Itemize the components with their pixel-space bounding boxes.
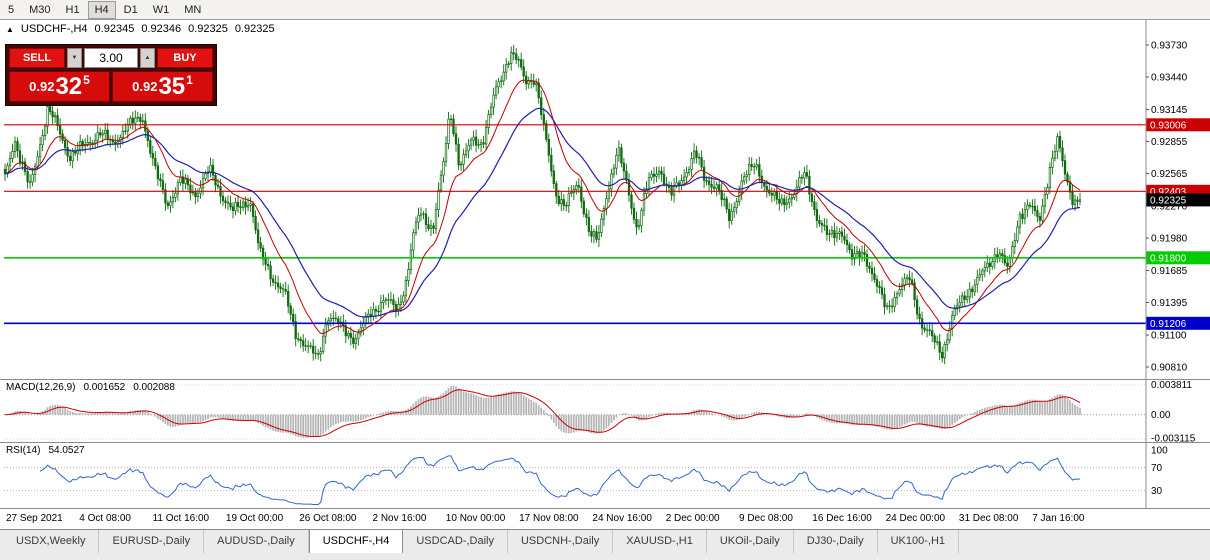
chevron-up-icon: ▲ xyxy=(144,55,151,61)
svg-text:26 Oct 08:00: 26 Oct 08:00 xyxy=(299,513,357,524)
tf-mn-button[interactable]: MN xyxy=(184,3,202,16)
price-tags: 0.93006 0.92403 0.91800 0.91206 0.92325 xyxy=(1146,118,1210,330)
svg-text:70: 70 xyxy=(1151,463,1163,474)
tf-m30-button[interactable]: M30 xyxy=(29,3,51,16)
svg-text:100: 100 xyxy=(1151,446,1168,457)
sell-price-big-digits: 32 xyxy=(55,72,83,100)
svg-text:9 Dec 08:00: 9 Dec 08:00 xyxy=(739,513,793,524)
buy-price-display[interactable]: 0.92 35 1 xyxy=(112,71,213,102)
svg-text:0.00: 0.00 xyxy=(1151,410,1171,421)
svg-text:0.92855: 0.92855 xyxy=(1151,137,1188,148)
svg-text:7 Jan 16:00: 7 Jan 16:00 xyxy=(1032,513,1085,524)
sell-price-prefix: 0.92 xyxy=(29,79,55,94)
candles-layer xyxy=(3,45,1082,365)
svg-text:0.93006: 0.93006 xyxy=(1150,120,1187,131)
svg-text:0.91206: 0.91206 xyxy=(1150,319,1187,330)
svg-text:0.92270: 0.92270 xyxy=(1151,202,1188,213)
svg-text:10 Nov 00:00: 10 Nov 00:00 xyxy=(446,513,506,524)
svg-text:0.93440: 0.93440 xyxy=(1151,73,1188,84)
macd-name: MACD(12,26,9) xyxy=(6,382,76,393)
chart-high-value: 0.92346 xyxy=(141,23,182,35)
svg-text:2 Nov 16:00: 2 Nov 16:00 xyxy=(373,513,427,524)
svg-text:19 Oct 00:00: 19 Oct 00:00 xyxy=(226,513,284,524)
sell-price-display[interactable]: 0.92 32 5 xyxy=(9,71,110,102)
svg-text:0.91980: 0.91980 xyxy=(1151,234,1188,245)
tf-d1-button[interactable]: D1 xyxy=(123,3,138,16)
svg-text:4 Oct 08:00: 4 Oct 08:00 xyxy=(79,513,131,524)
tab-dj30-daily[interactable]: DJ30-,Daily xyxy=(794,530,878,553)
panel-separators xyxy=(0,379,1210,509)
rsi-name: RSI(14) xyxy=(6,445,41,456)
svg-text:24 Dec 00:00: 24 Dec 00:00 xyxy=(886,513,946,524)
lot-increase-button[interactable]: ▲ xyxy=(140,48,155,68)
horizontal-lines-layer xyxy=(4,124,1146,325)
trade-controls-row: SELL ▼ ▲ BUY xyxy=(9,48,213,68)
svg-text:0.90810: 0.90810 xyxy=(1151,363,1188,374)
svg-text:30: 30 xyxy=(1151,486,1163,497)
buy-price-big-digits: 35 xyxy=(158,72,186,100)
tab-xauusd-h1[interactable]: XAUUSD-,H1 xyxy=(613,530,707,553)
chevron-down-icon: ▼ xyxy=(71,55,78,61)
svg-text:24 Nov 16:00: 24 Nov 16:00 xyxy=(592,513,652,524)
date-axis: 27 Sep 2021 4 Oct 08:00 11 Oct 16:00 19 Oct… xyxy=(6,513,1085,524)
svg-text:16 Dec 16:00: 16 Dec 16:00 xyxy=(812,513,872,524)
svg-text:31 Dec 08:00: 31 Dec 08:00 xyxy=(959,513,1019,524)
moving-averages-layer xyxy=(4,79,1081,335)
svg-text:0.92325: 0.92325 xyxy=(1150,195,1187,206)
svg-text:0.91395: 0.91395 xyxy=(1151,298,1188,309)
tab-usdx-weekly[interactable]: USDX,Weekly xyxy=(3,530,100,553)
svg-text:0.93145: 0.93145 xyxy=(1151,105,1188,116)
chart-marker-icon: ▲ xyxy=(6,24,14,34)
price-axis: 0.93730 0.93440 0.93145 0.92855 0.92565 0.922… xyxy=(1145,20,1196,509)
sell-price-pipette: 5 xyxy=(83,72,90,87)
chart-close-value: 0.92325 xyxy=(234,23,275,35)
svg-text:0.92403: 0.92403 xyxy=(1150,187,1187,198)
rsi-indicator-label: RSI(14) 54.0527 xyxy=(6,445,85,456)
svg-text:27 Sep 2021: 27 Sep 2021 xyxy=(6,513,63,524)
svg-text:0.91685: 0.91685 xyxy=(1151,266,1188,277)
chart-open-value: 0.92345 xyxy=(94,23,135,35)
tf-h4-button[interactable]: H4 xyxy=(87,0,116,19)
svg-text:0.91100: 0.91100 xyxy=(1151,331,1187,342)
tf-m5-button[interactable]: 5 xyxy=(8,3,15,16)
rsi-layer xyxy=(4,455,1146,505)
sell-button[interactable]: SELL xyxy=(9,48,65,68)
svg-text:0.93730: 0.93730 xyxy=(1151,41,1188,52)
macd-signal-value: 0.002088 xyxy=(133,382,175,393)
svg-text:-0.003115: -0.003115 xyxy=(1151,434,1196,445)
svg-text:0.91800: 0.91800 xyxy=(1150,253,1187,264)
tab-usdcad-daily[interactable]: USDCAD-,Daily xyxy=(403,530,508,553)
svg-text:2 Dec 00:00: 2 Dec 00:00 xyxy=(666,513,720,524)
tab-usdcnh-daily[interactable]: USDCNH-,Daily xyxy=(508,530,614,553)
tf-w1-button[interactable]: W1 xyxy=(152,3,170,16)
chart-low-value: 0.92325 xyxy=(188,23,228,35)
tf-h1-button[interactable]: H1 xyxy=(65,3,80,16)
buy-price-prefix: 0.92 xyxy=(132,79,158,94)
chart-ohlc-header: ▲ USDCHF-,H4 0.92345 0.92346 0.92325 0.9… xyxy=(6,23,275,35)
timeframe-toolbar: 5 M30 H1 H4 D1 W1 MN xyxy=(0,0,1210,20)
macd-indicator-label: MACD(12,26,9) 0.001652 0.002088 xyxy=(6,382,175,393)
tab-uk100-h1[interactable]: UK100-,H1 xyxy=(878,530,960,553)
svg-text:0.92565: 0.92565 xyxy=(1151,169,1188,180)
svg-text:0.003811: 0.003811 xyxy=(1151,380,1192,391)
svg-text:11 Oct 16:00: 11 Oct 16:00 xyxy=(153,513,210,524)
tab-eurusd-daily[interactable]: EURUSD-,Daily xyxy=(99,530,205,553)
rsi-value: 54.0527 xyxy=(48,445,85,456)
svg-text:17 Nov 08:00: 17 Nov 08:00 xyxy=(519,513,579,524)
lot-size-input[interactable] xyxy=(84,48,138,68)
macd-layer xyxy=(4,384,1146,440)
tab-audusd-daily[interactable]: AUDUSD-,Daily xyxy=(204,530,309,553)
trade-prices-row: 0.92 32 5 0.92 35 1 xyxy=(9,71,213,102)
lot-decrease-button[interactable]: ▼ xyxy=(67,48,82,68)
one-click-trading-panel: SELL ▼ ▲ BUY 0.92 32 5 0.92 35 1 xyxy=(5,44,217,106)
tab-usdchf-h4[interactable]: USDCHF-,H4 xyxy=(308,530,404,553)
tab-ukoil-daily[interactable]: UKOil-,Daily xyxy=(707,530,794,553)
chart-symbol-label: USDCHF-,H4 xyxy=(20,23,88,35)
buy-button[interactable]: BUY xyxy=(157,48,213,68)
chart-tab-bar: USDX,Weekly EURUSD-,Daily AUDUSD-,Daily … xyxy=(0,529,1210,560)
buy-price-pipette: 1 xyxy=(186,72,193,87)
candlestick-chart[interactable]: 0.937300.934400.931450.928550.925650.922… xyxy=(0,20,1210,529)
macd-main-value: 0.001652 xyxy=(83,382,126,393)
